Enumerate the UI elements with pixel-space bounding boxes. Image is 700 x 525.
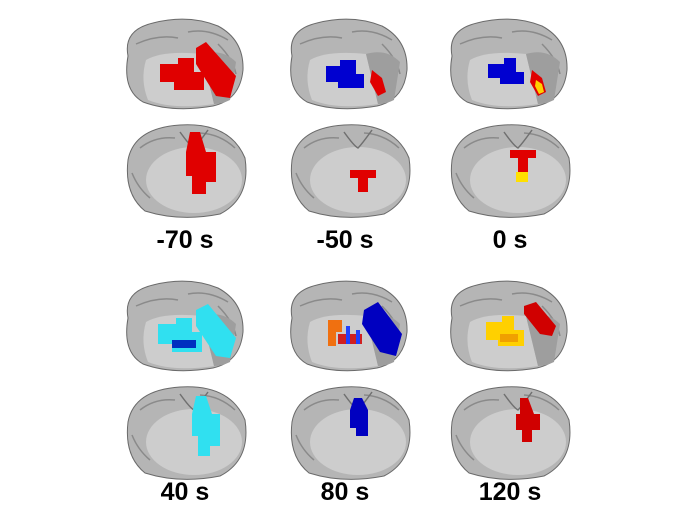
time-label: 0 s bbox=[493, 226, 528, 254]
time-label: 80 s bbox=[321, 478, 370, 506]
panel: 120 s bbox=[449, 280, 571, 506]
panel: -50 s bbox=[289, 18, 411, 254]
time-label: -70 s bbox=[157, 226, 214, 254]
time-label: -50 s bbox=[317, 226, 374, 254]
panel: 80 s bbox=[289, 280, 411, 506]
panel: 40 s bbox=[125, 280, 247, 506]
time-label: 120 s bbox=[479, 478, 542, 506]
panel: -70 s bbox=[125, 18, 247, 254]
panel: 0 s bbox=[449, 18, 571, 254]
time-label: 40 s bbox=[161, 478, 210, 506]
